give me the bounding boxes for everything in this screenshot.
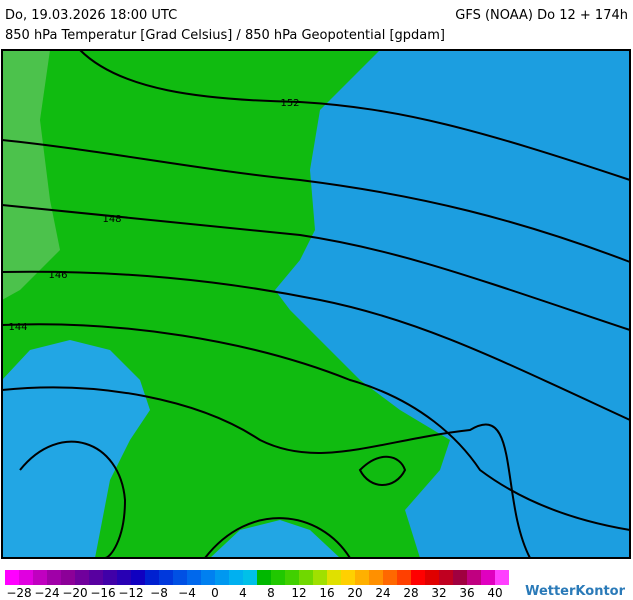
color-swatch <box>439 570 453 585</box>
color-swatch <box>33 570 47 585</box>
model: GFS (NOAA) Do 12 + 174h <box>455 8 628 23</box>
colorbar-label: 20 <box>347 586 362 600</box>
colorbar-label: 32 <box>431 586 446 600</box>
color-swatch <box>89 570 103 585</box>
color-swatch <box>61 570 75 585</box>
contour-label: 152 <box>280 98 299 109</box>
color-swatch <box>257 570 271 585</box>
color-swatch <box>327 570 341 585</box>
contour-label: 146 <box>48 270 67 281</box>
color-swatch <box>103 570 117 585</box>
color-swatch <box>159 570 173 585</box>
colorbar-label: −12 <box>118 586 143 600</box>
color-swatch <box>201 570 215 585</box>
colorbar-label: 16 <box>319 586 334 600</box>
contour-label: 144 <box>8 322 27 333</box>
colorbar-label: 40 <box>487 586 502 600</box>
colorbar-label: 28 <box>403 586 418 600</box>
color-swatch <box>5 570 19 585</box>
colorbar-label: −8 <box>150 586 168 600</box>
color-swatch <box>285 570 299 585</box>
color-swatch <box>145 570 159 585</box>
colorbar-label: −16 <box>90 586 115 600</box>
colorbar-label: 36 <box>459 586 474 600</box>
color-swatch <box>383 570 397 585</box>
colorbar-label: −24 <box>34 586 59 600</box>
colorbar-label: 24 <box>375 586 390 600</box>
date: Do, 19.03.2026 18:00 UTC <box>5 8 177 23</box>
color-swatch <box>397 570 411 585</box>
color-swatch <box>47 570 61 585</box>
contour-label: 148 <box>102 214 121 225</box>
colorbar-label: −4 <box>178 586 196 600</box>
subtitle: 850 hPa Temperatur [Grad Celsius] / 850 … <box>5 28 445 43</box>
color-swatch <box>313 570 327 585</box>
color-swatch <box>453 570 467 585</box>
color-swatch <box>19 570 33 585</box>
colorbar-label: 12 <box>291 586 306 600</box>
colorbar: −28 −24 −20 −16 −12 −8 −4 0 4 8 12 16 20 24 28 32 36 40 <box>5 570 509 600</box>
logo: WetterKontor <box>525 584 626 599</box>
color-swatch <box>341 570 355 585</box>
color-swatch <box>243 570 257 585</box>
colorbar-label: −20 <box>62 586 87 600</box>
color-swatch <box>271 570 285 585</box>
colorbar-label: 8 <box>267 586 275 600</box>
colorbar-label: −28 <box>6 586 31 600</box>
color-swatch <box>229 570 243 585</box>
color-swatch <box>355 570 369 585</box>
colorbar-label: 0 <box>211 586 219 600</box>
color-swatch <box>425 570 439 585</box>
color-swatch <box>187 570 201 585</box>
color-swatch <box>131 570 145 585</box>
color-swatch <box>117 570 131 585</box>
color-swatch <box>215 570 229 585</box>
map: 152 148 146 144 <box>1 49 631 559</box>
color-swatch <box>173 570 187 585</box>
color-swatch <box>467 570 481 585</box>
colorbar-label: 4 <box>239 586 247 600</box>
color-swatch <box>75 570 89 585</box>
color-swatch <box>411 570 425 585</box>
color-swatch <box>495 570 509 585</box>
color-swatch <box>481 570 495 585</box>
color-swatch <box>369 570 383 585</box>
color-swatch <box>299 570 313 585</box>
